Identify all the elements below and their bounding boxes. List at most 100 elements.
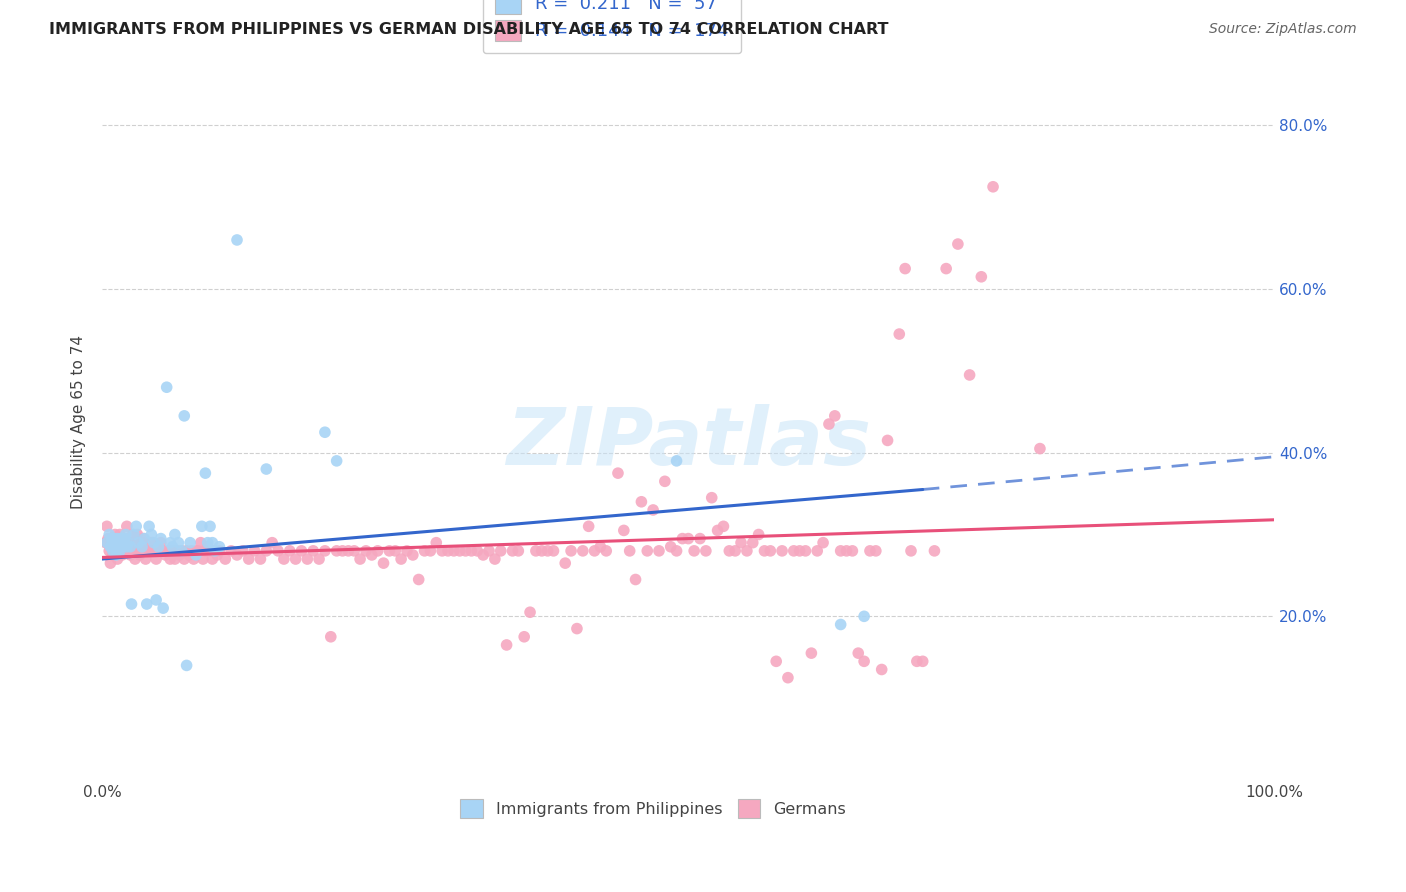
- Point: [314, 425, 336, 440]
- Point: [889, 326, 911, 341]
- Point: [589, 540, 612, 554]
- Point: [238, 552, 260, 566]
- Point: [894, 261, 917, 276]
- Point: [297, 552, 319, 566]
- Point: [824, 409, 846, 423]
- Point: [107, 540, 129, 554]
- Point: [643, 503, 665, 517]
- Point: [121, 527, 143, 541]
- Point: [395, 544, 418, 558]
- Point: [332, 544, 354, 558]
- Point: [145, 593, 167, 607]
- Point: [349, 552, 371, 566]
- Point: [114, 532, 136, 546]
- Point: [112, 535, 135, 549]
- Point: [128, 535, 150, 549]
- Point: [841, 544, 863, 558]
- Point: [273, 552, 295, 566]
- Point: [100, 540, 122, 554]
- Point: [205, 548, 228, 562]
- Point: [121, 597, 143, 611]
- Point: [735, 544, 758, 558]
- Point: [319, 630, 342, 644]
- Point: [101, 548, 124, 562]
- Point: [254, 544, 277, 558]
- Point: [179, 535, 201, 549]
- Point: [194, 466, 217, 480]
- Point: [125, 540, 148, 554]
- Point: [94, 535, 117, 549]
- Point: [465, 544, 488, 558]
- Point: [117, 535, 139, 549]
- Point: [131, 535, 153, 549]
- Point: [624, 573, 647, 587]
- Point: [284, 552, 307, 566]
- Point: [678, 532, 700, 546]
- Point: [484, 552, 506, 566]
- Point: [770, 544, 793, 558]
- Point: [184, 544, 207, 558]
- Point: [122, 544, 145, 558]
- Point: [613, 524, 636, 538]
- Point: [865, 544, 887, 558]
- Point: [530, 544, 553, 558]
- Point: [524, 544, 547, 558]
- Point: [254, 462, 277, 476]
- Point: [846, 646, 869, 660]
- Point: [148, 544, 170, 558]
- Point: [208, 544, 231, 558]
- Point: [107, 540, 129, 554]
- Point: [100, 532, 122, 546]
- Point: [122, 527, 145, 541]
- Point: [226, 233, 249, 247]
- Point: [536, 544, 558, 558]
- Point: [695, 544, 717, 558]
- Point: [607, 466, 630, 480]
- Point: [325, 544, 347, 558]
- Point: [134, 544, 156, 558]
- Point: [96, 519, 118, 533]
- Point: [152, 601, 174, 615]
- Point: [489, 544, 512, 558]
- Point: [170, 544, 193, 558]
- Point: [112, 535, 135, 549]
- Point: [343, 544, 366, 558]
- Point: [114, 527, 136, 541]
- Point: [135, 544, 157, 558]
- Point: [156, 380, 179, 394]
- Point: [166, 544, 188, 558]
- Point: [104, 527, 127, 541]
- Point: [308, 552, 330, 566]
- Point: [830, 544, 852, 558]
- Point: [197, 535, 219, 549]
- Point: [132, 532, 155, 546]
- Point: [619, 544, 641, 558]
- Point: [924, 544, 946, 558]
- Point: [970, 269, 993, 284]
- Point: [430, 544, 453, 558]
- Point: [108, 544, 131, 558]
- Point: [111, 548, 134, 562]
- Point: [472, 548, 495, 562]
- Point: [354, 544, 377, 558]
- Point: [630, 495, 652, 509]
- Point: [835, 544, 858, 558]
- Point: [96, 535, 118, 549]
- Point: [115, 519, 138, 533]
- Point: [184, 548, 207, 562]
- Text: IMMIGRANTS FROM PHILIPPINES VS GERMAN DISABILITY AGE 65 TO 74 CORRELATION CHART: IMMIGRANTS FROM PHILIPPINES VS GERMAN DI…: [49, 22, 889, 37]
- Point: [665, 454, 688, 468]
- Point: [121, 535, 143, 549]
- Point: [107, 552, 129, 566]
- Point: [198, 544, 221, 558]
- Point: [378, 544, 401, 558]
- Point: [187, 544, 209, 558]
- Point: [138, 519, 160, 533]
- Point: [159, 535, 181, 549]
- Point: [419, 544, 441, 558]
- Point: [800, 646, 823, 660]
- Point: [853, 654, 876, 668]
- Point: [101, 544, 124, 558]
- Point: [163, 527, 186, 541]
- Point: [578, 519, 600, 533]
